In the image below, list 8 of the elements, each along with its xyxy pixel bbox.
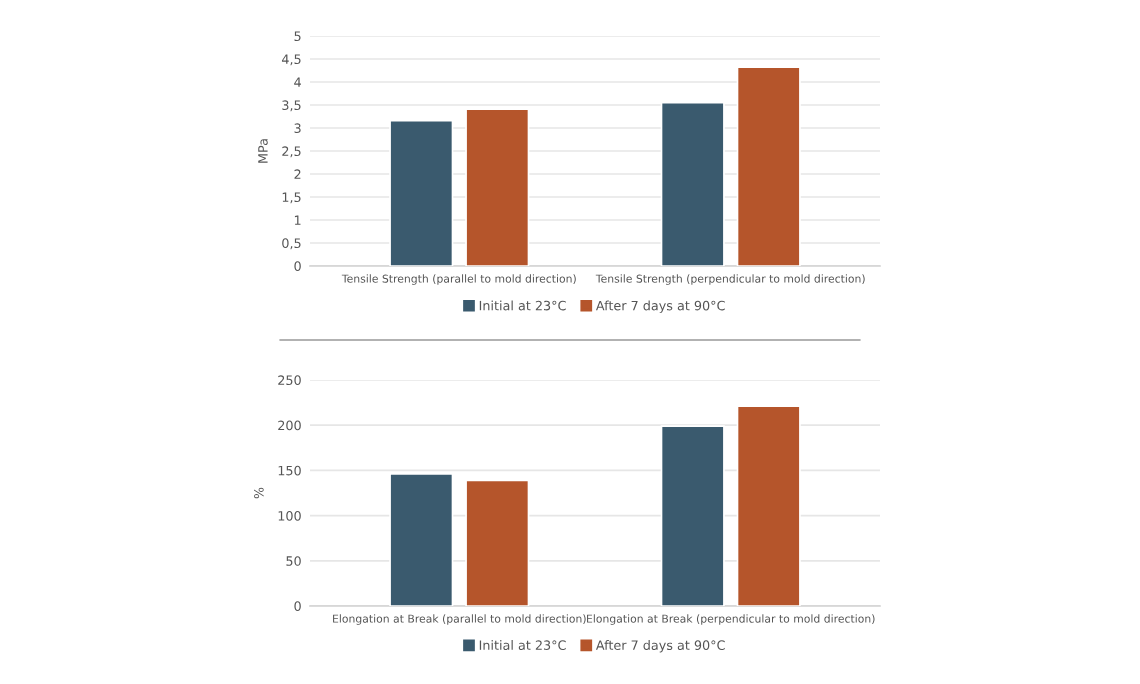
bar [465, 108, 530, 266]
bar [660, 425, 725, 606]
bar [389, 473, 454, 606]
bar [389, 119, 454, 266]
bar [736, 66, 801, 266]
bar [465, 479, 530, 606]
bar [736, 405, 801, 606]
bar [660, 101, 725, 266]
